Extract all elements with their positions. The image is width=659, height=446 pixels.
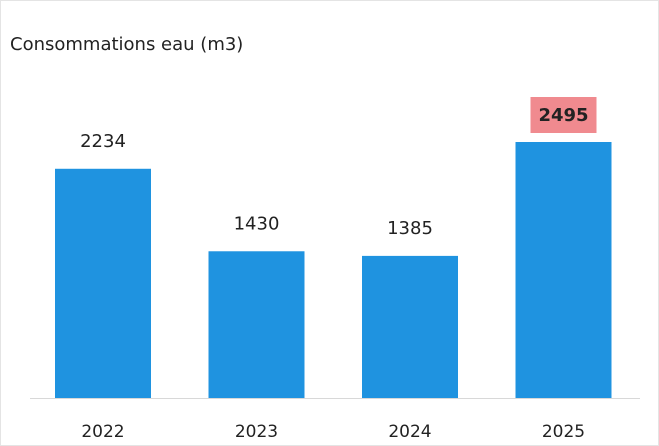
bar [55, 168, 151, 398]
x-tick-label: 2023 [235, 422, 278, 442]
x-tick-label: 2025 [542, 422, 585, 442]
x-tick-label: 2024 [388, 422, 431, 442]
bar [515, 142, 612, 398]
bar [208, 251, 305, 398]
value-label: 2495 [538, 105, 588, 126]
value-label: 1430 [234, 213, 280, 234]
value-label: 2234 [80, 131, 126, 152]
chart-title: Consommations eau (m3) [10, 34, 243, 55]
x-tick-label: 2022 [81, 422, 124, 442]
value-label: 1385 [387, 218, 433, 239]
bar [362, 255, 458, 398]
highlight-box [530, 97, 597, 133]
